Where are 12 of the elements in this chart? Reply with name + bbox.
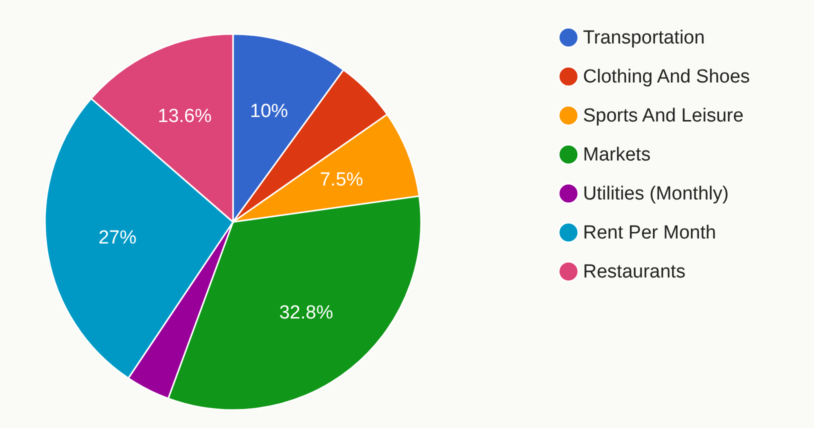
legend-label: Clothing And Shoes (583, 66, 750, 88)
legend-label: Sports And Leisure (583, 106, 744, 126)
data-label: 10% (250, 101, 288, 122)
legend-label: Markets (583, 144, 651, 166)
data-label: 7.5% (320, 169, 364, 190)
legend-label: Utilities (Monthly) (583, 184, 729, 204)
data-label: 32.8% (279, 302, 334, 324)
data-label: 27% (98, 227, 137, 248)
legend-label: Restaurants (583, 262, 686, 282)
legend-label: Rent Per Month (583, 222, 716, 244)
data-label: 13.6% (158, 106, 212, 127)
legend-label: Transportation (583, 28, 705, 48)
